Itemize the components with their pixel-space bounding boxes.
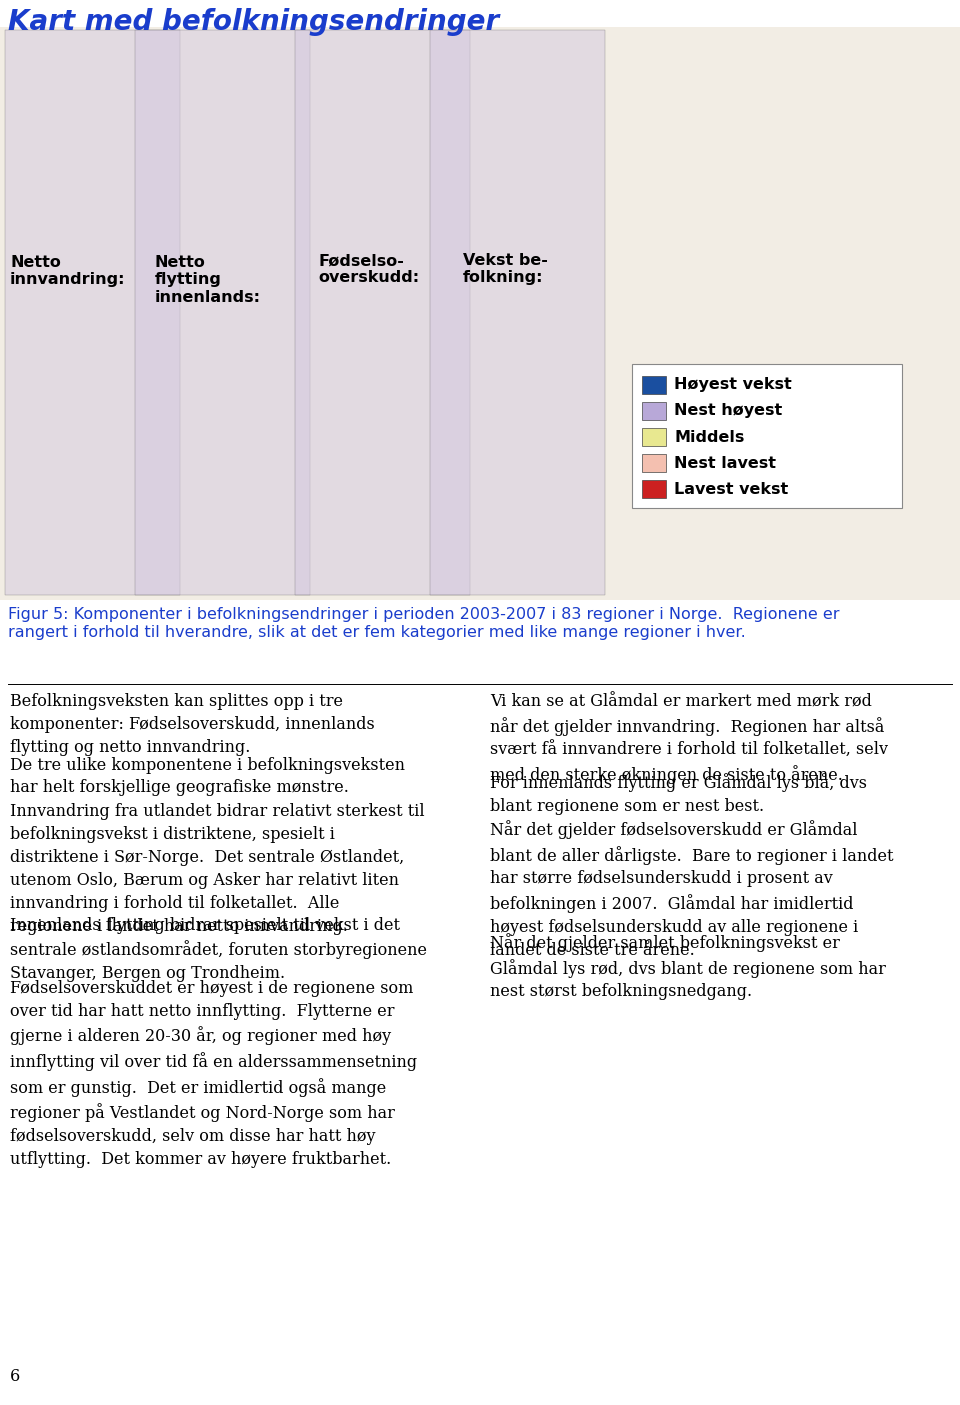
Text: Lavest vekst: Lavest vekst	[674, 482, 788, 496]
Bar	[5, 30, 180, 594]
Text: Figur 5: Komponenter i befolkningsendringer i perioden 2003-2007 i 83 regioner i: Figur 5: Komponenter i befolkningsendrin…	[8, 607, 839, 622]
Text: Vekst be-
folkning:: Vekst be- folkning:	[463, 253, 548, 285]
Text: Befolkningsveksten kan splittes opp i tre
komponenter: Fødselsoverskudd, innenla: Befolkningsveksten kan splittes opp i tr…	[10, 693, 374, 756]
Bar	[0, 27, 960, 600]
Bar	[135, 30, 310, 594]
Text: 6: 6	[10, 1368, 20, 1385]
Bar	[642, 481, 666, 497]
Text: Kart med befolkningsendringer: Kart med befolkningsendringer	[8, 8, 499, 37]
Text: Nest høyest: Nest høyest	[674, 403, 782, 419]
Text: Høyest vekst: Høyest vekst	[674, 378, 792, 392]
Bar	[642, 402, 666, 420]
Bar	[642, 454, 666, 472]
Bar	[632, 364, 902, 509]
Text: Når det gjelder fødselsoverskudd er Glåmdal
blant de aller dårligste.  Bare to r: Når det gjelder fødselsoverskudd er Glåm…	[490, 821, 894, 958]
Text: Vi kan se at Glåmdal er markert med mørk rød
når det gjelder innvandring.  Regio: Vi kan se at Glåmdal er markert med mørk…	[490, 693, 888, 784]
Text: Nest lavest: Nest lavest	[674, 455, 776, 471]
Text: Netto
flytting
innenlands:: Netto flytting innenlands:	[155, 254, 261, 305]
Bar	[295, 30, 470, 594]
Text: Innvandring fra utlandet bidrar relativt sterkest til
befolkningsvekst i distrik: Innvandring fra utlandet bidrar relativt…	[10, 804, 424, 934]
Bar	[642, 377, 666, 393]
Text: For innenlands flytting er Glåmdal lys blå, dvs
blant regionene som er nest best: For innenlands flytting er Glåmdal lys b…	[490, 773, 867, 815]
Text: Fødselso-
overskudd:: Fødselso- overskudd:	[318, 253, 420, 285]
Bar	[430, 30, 605, 594]
Text: Når det gjelder samlet befolkningsvekst er
Glåmdal lys rød, dvs blant de regione: Når det gjelder samlet befolkningsvekst …	[490, 933, 886, 1000]
Text: rangert i forhold til hverandre, slik at det er fem kategorier med like mange re: rangert i forhold til hverandre, slik at…	[8, 625, 746, 641]
Text: Middels: Middels	[674, 430, 744, 444]
Text: Fødselsoverskuddet er høyest i de regionene som
over tid har hatt netto innflytt: Fødselsoverskuddet er høyest i de region…	[10, 981, 418, 1168]
Text: Netto
innvandring:: Netto innvandring:	[10, 254, 126, 288]
Bar	[642, 429, 666, 445]
Text: Innenlands flytting bidrar spesielt til vekst i det
sentrale østlandsområdet, fo: Innenlands flytting bidrar spesielt til …	[10, 916, 427, 982]
Text: De tre ulike komponentene i befolkningsveksten
har helt forskjellige geografiske: De tre ulike komponentene i befolkningsv…	[10, 756, 405, 797]
